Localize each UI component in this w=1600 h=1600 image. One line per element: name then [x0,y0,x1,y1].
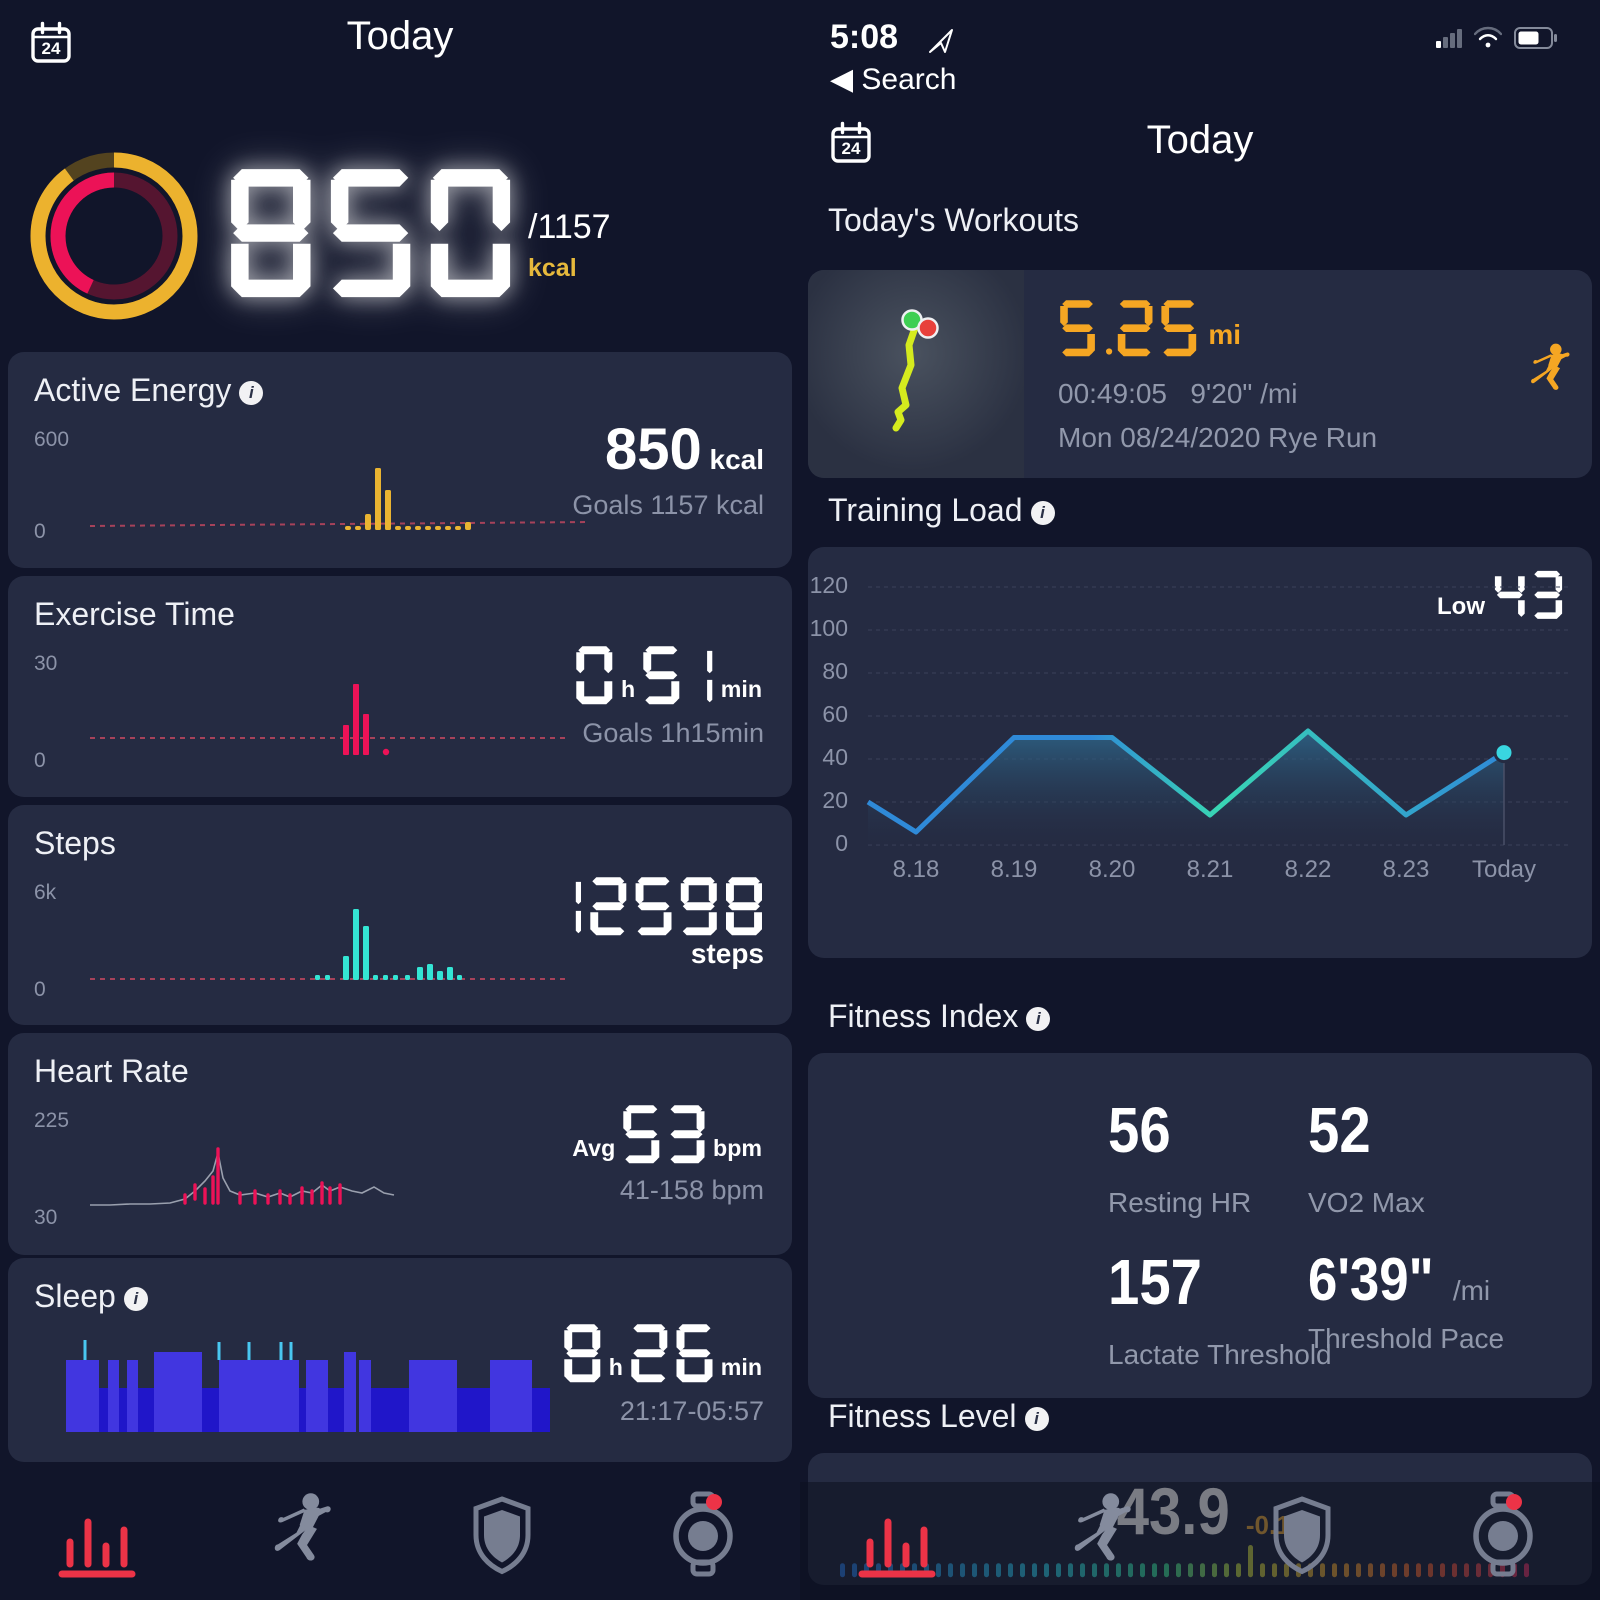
svg-text:8.21: 8.21 [1187,856,1234,883]
svg-text:8.22: 8.22 [1285,856,1332,883]
svg-text:8.20: 8.20 [1089,856,1136,883]
svg-text:40: 40 [822,744,848,770]
svg-text:8.18: 8.18 [893,856,940,883]
svg-text:120: 120 [810,572,848,598]
svg-text:8.19: 8.19 [991,856,1038,883]
svg-text:80: 80 [822,658,848,684]
svg-text:60: 60 [822,701,848,727]
svg-text:100: 100 [810,615,848,641]
svg-text:20: 20 [822,787,848,813]
svg-text:0: 0 [835,830,848,856]
svg-text:Today: Today [1472,856,1536,883]
svg-text:8.23: 8.23 [1383,856,1430,883]
